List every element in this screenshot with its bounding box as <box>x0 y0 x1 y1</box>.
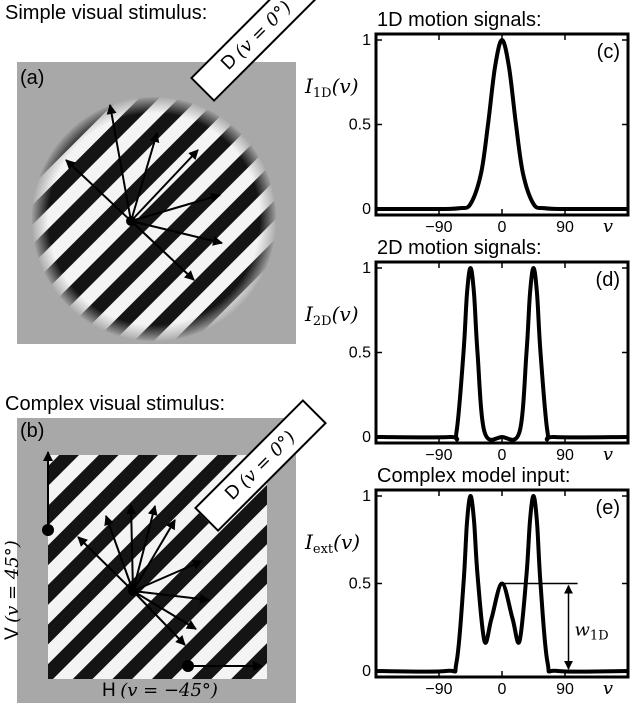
vector-arrow <box>132 505 158 592</box>
vector-arrow <box>130 192 221 222</box>
simple-stimulus-arrows <box>65 104 223 281</box>
complex-stimulus-heading: Complex visual stimulus: <box>5 393 226 415</box>
x-axis-label: v <box>603 444 613 465</box>
vector-arrow <box>126 504 137 592</box>
h-letter: H <box>102 680 116 701</box>
x-tick-label: 0 <box>498 219 507 236</box>
y-axis-label: I1D(v) <box>305 74 359 101</box>
series-line <box>375 266 629 442</box>
vector-arrow <box>130 132 160 222</box>
y-tick-label: 0.5 <box>349 576 371 593</box>
chart-title: 2D motion signals: <box>377 237 542 259</box>
h-origin-dot <box>182 660 194 672</box>
x-tick-label: −90 <box>425 447 452 464</box>
vector-arrow <box>77 536 134 592</box>
simple-stimulus-heading: Simple visual stimulus: <box>5 2 208 24</box>
vector-arrow <box>132 519 176 592</box>
y-tick-label: 1 <box>362 488 371 505</box>
y-tick-label: 1 <box>362 260 371 277</box>
y-tick-label: 0 <box>362 429 371 446</box>
vector-arrow <box>132 590 186 646</box>
y-tick-label: 0 <box>362 201 371 218</box>
simple-stimulus-image <box>17 62 296 344</box>
complex-stimulus-arrows <box>43 451 263 671</box>
x-tick-label: 90 <box>556 447 574 464</box>
vector-arrow <box>130 220 223 246</box>
v-origin-dot <box>42 524 54 536</box>
h-math: (v = −45°) <box>120 680 218 701</box>
chart-title: Complex model input: <box>377 465 571 487</box>
y-tick-label: 0 <box>362 663 371 680</box>
vector-arrow <box>132 590 210 604</box>
panel-label-b: (b) <box>20 420 45 442</box>
x-tick-label: 90 <box>556 681 574 698</box>
vector-arrow <box>104 515 134 592</box>
origin-dot <box>126 216 136 226</box>
vector-arrow <box>130 149 199 222</box>
vector-arrow <box>106 104 132 222</box>
horizontal-direction-label: H (v = −45°) <box>102 680 218 702</box>
vector-arrow <box>132 590 197 630</box>
annotation-label: w1D <box>575 619 609 643</box>
vector-arrow <box>132 560 203 592</box>
origin-dot <box>128 586 138 596</box>
x-tick-label: −90 <box>425 219 452 236</box>
y-axis-label: Iext(v) <box>305 530 361 557</box>
series-line <box>375 38 629 212</box>
chart-panel-label: (c) <box>597 41 620 63</box>
x-axis-label: v <box>603 678 613 699</box>
y-tick-label: 0.5 <box>349 345 371 362</box>
chart-panel-label: (d) <box>596 269 620 291</box>
chart-title: 1D motion signals: <box>377 9 542 31</box>
y-axis-label: I2D(v) <box>305 302 359 329</box>
vector-arrow <box>65 159 132 222</box>
y-tick-label: 1 <box>362 32 371 49</box>
vector-arrow <box>130 220 195 281</box>
x-axis-label: v <box>603 216 613 237</box>
y-tick-label: 0.5 <box>349 117 371 134</box>
x-tick-label: 0 <box>498 681 507 698</box>
x-tick-label: 90 <box>556 219 574 236</box>
complex-stimulus-image <box>17 418 296 703</box>
panel-label-a: (a) <box>20 67 45 89</box>
x-tick-label: −90 <box>425 681 452 698</box>
chart-panel-label: (e) <box>596 497 620 519</box>
x-tick-label: 0 <box>498 447 507 464</box>
